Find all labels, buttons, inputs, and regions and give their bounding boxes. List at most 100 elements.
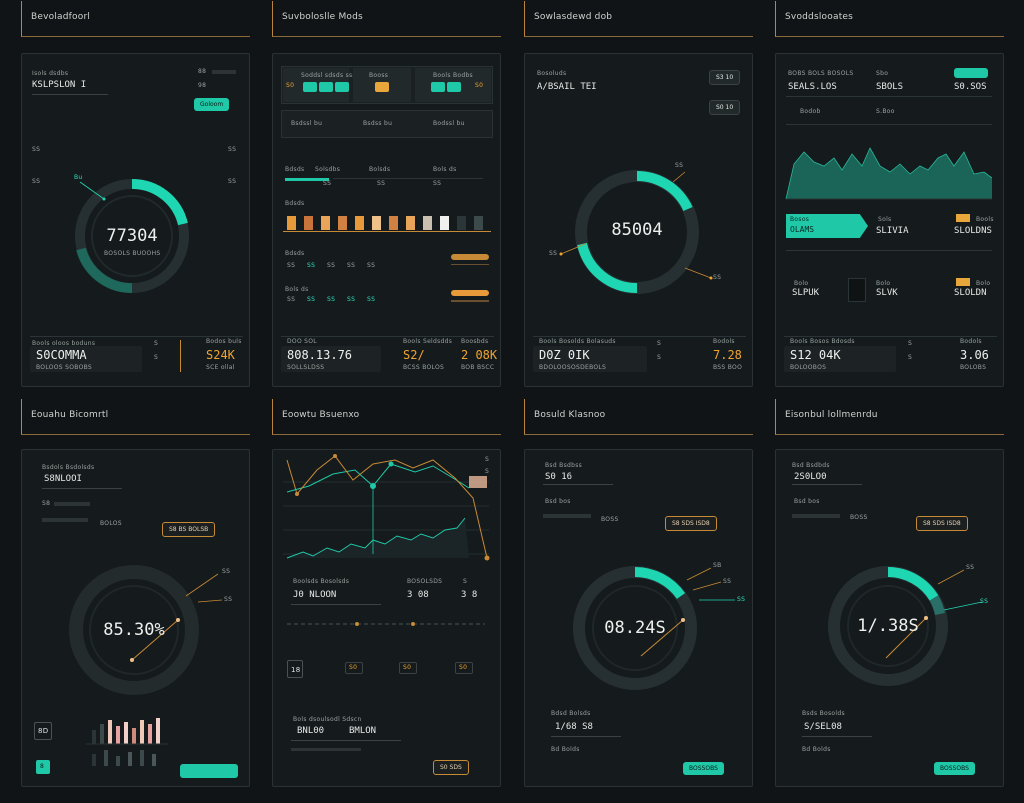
icon-box[interactable]: 18 <box>287 660 303 678</box>
rack-chip-1 <box>287 216 296 230</box>
num-3-box[interactable] <box>455 662 473 674</box>
row-text-2: SS <box>377 180 386 187</box>
row2-label-1: Bolo <box>794 280 809 287</box>
row2-label-2: Bolo <box>876 280 891 287</box>
callout-line-1 <box>937 569 965 585</box>
callout-3: SS <box>737 596 746 603</box>
top-divider <box>786 96 992 97</box>
gauge-value: 85.30% <box>103 620 165 640</box>
label-1: Bsd Bsdbss <box>545 462 583 469</box>
axis-right-2: SS <box>228 178 237 185</box>
gauge-segment-1 <box>636 171 693 212</box>
section-header-5: Eouahu Bicomrtl <box>21 399 250 435</box>
action-button-2[interactable]: S0 10 <box>709 100 741 115</box>
footer-right-sub: SCE ollal <box>206 364 235 371</box>
footer-right-sub: BOB BSCC <box>461 364 495 371</box>
row-bar-2 <box>333 178 483 179</box>
row-label-1: Bdsds <box>285 166 305 173</box>
tab-3[interactable]: Bools Bodbs S0 <box>415 68 491 102</box>
icon-box-label: 18 <box>291 666 301 674</box>
gauge-inner <box>89 585 179 675</box>
highlight-card[interactable] <box>786 214 868 238</box>
callout-1: SB <box>713 562 722 569</box>
value-underline <box>42 488 122 489</box>
gauge-sub: BOSOLS BUOOHS <box>104 250 161 257</box>
value-1: S0 16 <box>545 472 573 482</box>
list-row-2-b: SS <box>307 296 316 303</box>
callout-1: SS <box>222 568 231 575</box>
num-1-box[interactable] <box>345 662 363 674</box>
status-pill[interactable] <box>954 68 988 78</box>
footer-mid-1: S <box>657 340 662 347</box>
bottom-button[interactable]: BOSSOBS <box>683 762 724 775</box>
row-label-1d: Bols ds <box>433 166 457 173</box>
top-label: Bosoluds <box>537 70 567 77</box>
rack-chip-5 <box>355 216 364 230</box>
footer-divider <box>30 336 243 337</box>
bottom-icon-box[interactable]: 8 <box>36 760 50 774</box>
tab-3-pre: S0 <box>475 82 484 89</box>
foot-value: S/SEL08 <box>804 722 842 732</box>
sub-1: S8 <box>42 500 51 507</box>
mini-bar-10 <box>92 754 96 766</box>
footer-label: DOO SOL <box>287 338 317 345</box>
row-text-3: SS <box>433 180 442 187</box>
tab-2-toggle[interactable] <box>375 82 389 92</box>
bottom-button[interactable]: BOSSOBS <box>934 762 975 775</box>
axis-left-1: SS <box>32 146 41 153</box>
section-header-4: Svoddslooates <box>775 1 1004 37</box>
panel-gauge-3: Bosoluds A/BSAIL TEI S3 10 S0 10 SS SS S… <box>524 53 753 387</box>
num-2-box[interactable] <box>399 662 417 674</box>
tab-1-toggle-c[interactable] <box>335 82 349 92</box>
progress-bar <box>543 514 591 518</box>
toggle-icon-box[interactable]: 8D <box>34 722 52 740</box>
row2-value-1: SLPUK <box>792 288 820 298</box>
action-button[interactable]: S8 SDS ISD8 <box>665 516 717 531</box>
slider-1[interactable] <box>451 254 489 260</box>
point-5 <box>484 555 490 561</box>
rack-chip-10 <box>440 216 449 230</box>
gauge-value: 77304 <box>106 226 158 246</box>
footer-right-value: 2 08K <box>461 348 498 362</box>
filter-3[interactable]: Bodssl bu <box>433 120 465 127</box>
filter-2[interactable]: Bsdss bu <box>363 120 393 127</box>
callout-line-1 <box>185 573 219 597</box>
area-line <box>785 147 993 200</box>
footer-sub: SOLLSLDSS <box>287 364 325 371</box>
action-button-1[interactable]: S3 10 <box>709 70 741 85</box>
bottom-button[interactable] <box>180 764 238 778</box>
timeline-dot-1 <box>355 622 359 626</box>
filter-1[interactable]: Bsdssl bu <box>291 120 323 127</box>
rack-chip-6 <box>372 216 381 230</box>
mini-bar-14 <box>140 750 144 766</box>
mini-value-1: 88 <box>198 68 207 75</box>
action-button[interactable]: S8 SDS ISD8 <box>916 516 968 531</box>
callout-1: SS <box>966 564 975 571</box>
go-button[interactable]: Goloom <box>194 98 230 111</box>
tab-1-toggle-b[interactable] <box>319 82 333 92</box>
tab-3-toggle-b[interactable] <box>447 82 461 92</box>
slider-2[interactable] <box>451 290 489 296</box>
row1-mid-label: BOSOLSDS <box>407 578 443 585</box>
mini-bar-13 <box>128 752 132 766</box>
tab-1[interactable]: Soddsl sdsds sss S0 <box>283 68 356 102</box>
right-value-2: SLOLDNS <box>954 226 992 236</box>
list-row-1-c: SS <box>327 262 336 269</box>
tab-3-toggle-a[interactable] <box>431 82 445 92</box>
top-label: Isols dsdbs <box>32 70 69 77</box>
tab-1-toggle-a[interactable] <box>303 82 317 92</box>
value-underline <box>543 484 613 485</box>
row-label-1b: Solsdbs <box>315 166 341 173</box>
timeline-dot-2 <box>411 622 415 626</box>
panel-gauge-5: Bsdols Bsdolsds S8NLOOI S8 BOLOS S8 BS B… <box>21 449 250 787</box>
tab-2[interactable]: Booss <box>353 68 411 102</box>
panel-table-2: Soddsl sdsds sss S0 Booss Bools Bodbs S0… <box>272 53 501 387</box>
area-series-line <box>286 517 466 559</box>
foot-button[interactable]: S0 SDS <box>433 760 469 775</box>
gauge-value: 08.24S <box>604 618 666 638</box>
callout-2: SS <box>723 578 732 585</box>
callout-dot-1 <box>559 252 563 256</box>
action-button[interactable]: S8 BS BOLSB <box>162 522 216 537</box>
gauge-inner <box>592 585 678 671</box>
footer-sub: BOLOOBOS <box>790 364 827 371</box>
